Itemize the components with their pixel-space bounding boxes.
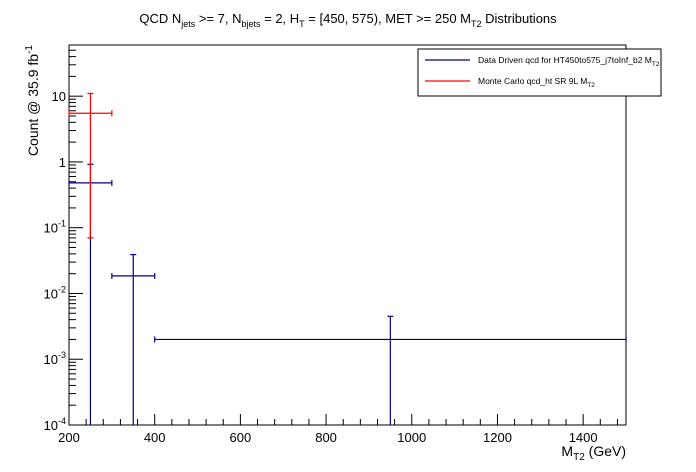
chart-title: QCD Njets >= 7, Nbjets = 2, HT = [450, 5… xyxy=(139,11,557,29)
series-1 xyxy=(68,92,113,239)
x-tick-label: 200 xyxy=(58,430,80,445)
x-tick-label: 800 xyxy=(315,430,337,445)
legend-box xyxy=(417,48,662,97)
x-tick-label: 400 xyxy=(144,430,166,445)
y-tick-label: 10-3 xyxy=(44,350,66,367)
legend-entry-data-driven: Data Driven qcd for HT450to575_j7toInf_b… xyxy=(478,55,660,68)
x-tick-label: 1200 xyxy=(483,430,512,445)
y-tick-label: 10 xyxy=(52,89,66,104)
y-axis-label: Count @ 35.9 fb-1 xyxy=(24,45,41,157)
x-tick-label: 1400 xyxy=(569,430,598,445)
plot-frame xyxy=(68,44,627,426)
legend: Data Driven qcd for HT450to575_j7toInf_b… xyxy=(417,48,662,97)
x-tick-label: 600 xyxy=(230,430,252,445)
x-axis-label: MT2 (GeV) xyxy=(561,443,626,463)
y-tick-label: 10-1 xyxy=(44,219,66,236)
y-tick-label: 10-2 xyxy=(44,284,66,301)
series-0 xyxy=(68,163,627,425)
legend-entry-monte-carlo: Monte Carlo qcd_ht SR 9L MT2 xyxy=(478,76,595,89)
y-tick-label: 1 xyxy=(59,155,66,170)
x-tick-label: 1000 xyxy=(397,430,426,445)
axes: 200 400 600 800 1000 1200 1400 10-4 10-3 10-2 10-1… xyxy=(44,44,618,445)
y-tick-label: 10-4 xyxy=(44,416,66,433)
data-series xyxy=(68,92,627,425)
